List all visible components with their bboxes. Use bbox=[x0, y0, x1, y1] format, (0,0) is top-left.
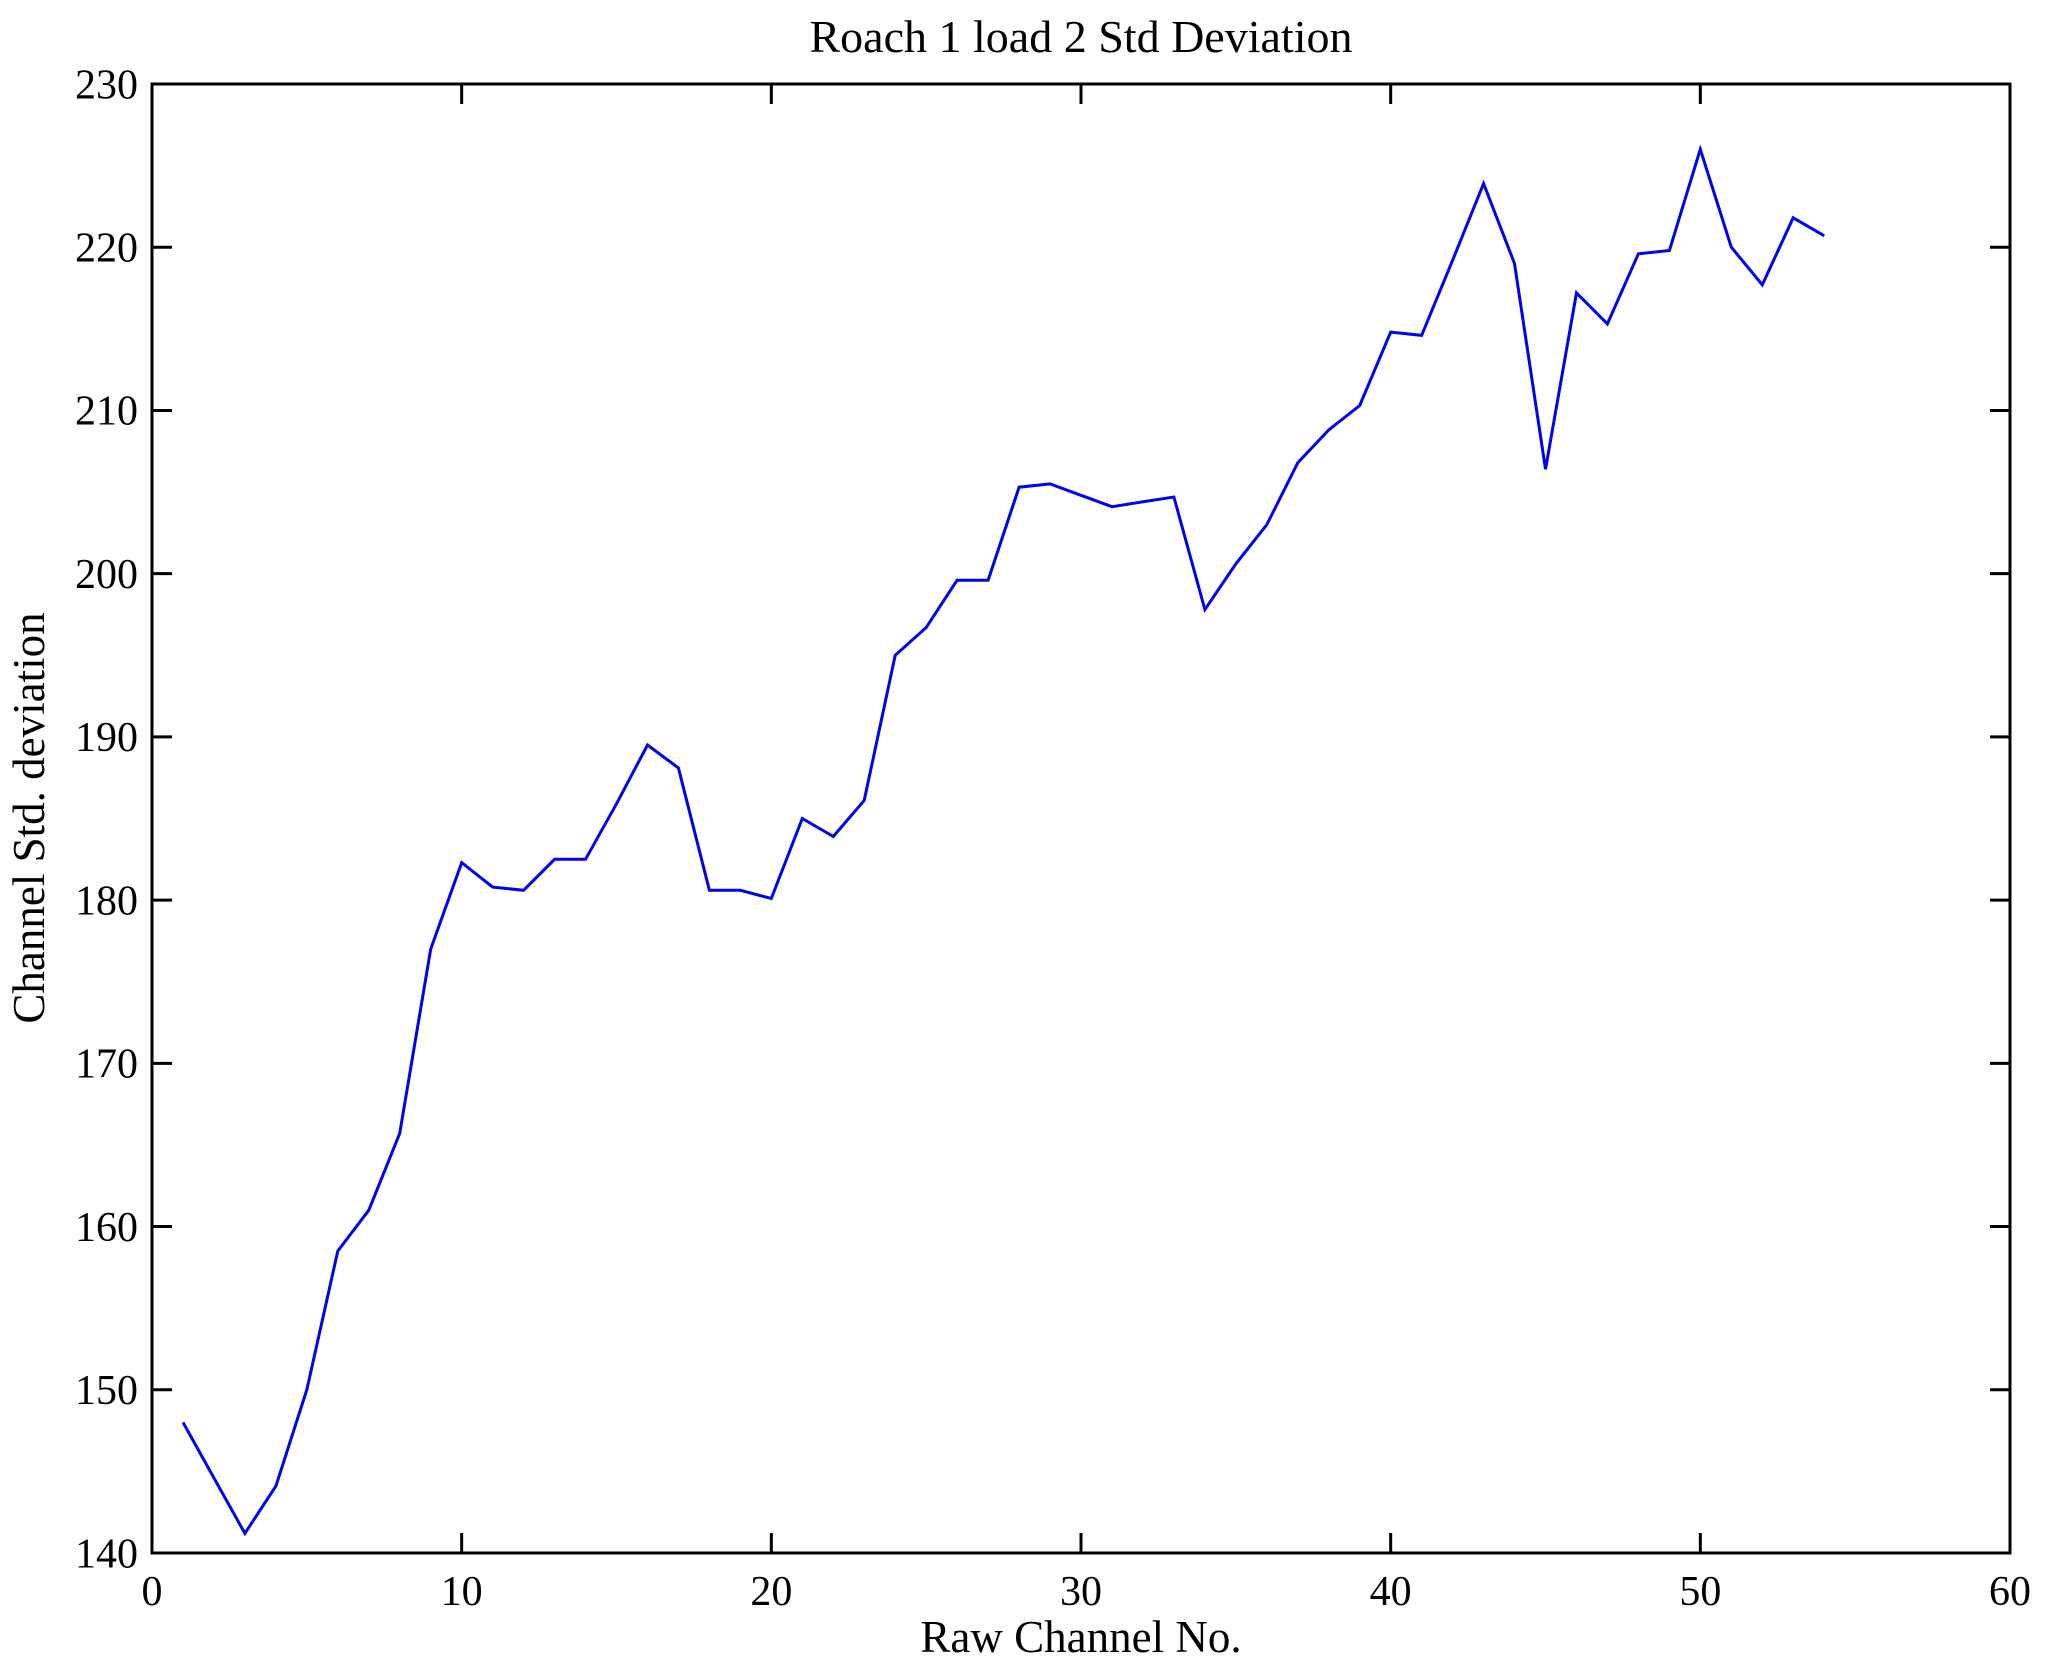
chart-title: Roach 1 load 2 Std Deviation bbox=[810, 11, 1353, 62]
data-line bbox=[181, 144, 1825, 1537]
x-tick-label: 50 bbox=[1679, 1569, 1721, 1615]
plot-box bbox=[150, 82, 2012, 1555]
y-tick-label: 230 bbox=[75, 62, 138, 108]
y-tick-label: 140 bbox=[75, 1531, 138, 1577]
x-tick-labels: 0 10 20 30 40 50 60 bbox=[142, 1569, 2032, 1615]
y-tick-label: 150 bbox=[75, 1368, 138, 1414]
x-axis-label: Raw Channel No. bbox=[920, 1612, 1241, 1662]
y-axis-label: Channel Std. deviation bbox=[4, 612, 54, 1023]
x-tick-label: 30 bbox=[1060, 1569, 1102, 1615]
y-tick-label: 210 bbox=[75, 389, 138, 435]
x-tick-label: 60 bbox=[1989, 1569, 2031, 1615]
x-tick-label: 20 bbox=[750, 1569, 792, 1615]
x-tick-label: 0 bbox=[142, 1569, 163, 1615]
y-tick-label: 220 bbox=[75, 226, 138, 272]
y-tick-label: 180 bbox=[75, 878, 138, 924]
x-tick-label: 40 bbox=[1370, 1569, 1412, 1615]
y-tick-label: 160 bbox=[75, 1205, 138, 1251]
x-tick-label: 10 bbox=[441, 1569, 483, 1615]
y-tick-label: 170 bbox=[75, 1042, 138, 1088]
axis-ticks bbox=[150, 82, 2012, 1555]
y-tick-label: 200 bbox=[75, 552, 138, 598]
y-tick-label: 190 bbox=[75, 715, 138, 761]
y-tick-labels: 140 150 160 170 180 190 200 210 220 230 bbox=[75, 62, 138, 1577]
